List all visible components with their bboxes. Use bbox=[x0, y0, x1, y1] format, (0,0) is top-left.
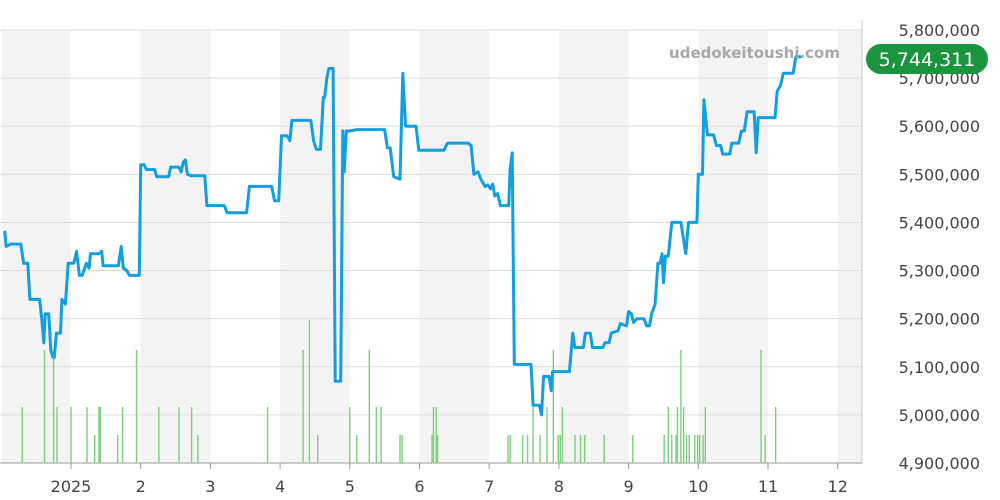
month-bands bbox=[1, 30, 862, 463]
y-tick-label: 5,000,000 bbox=[899, 406, 980, 425]
month-band bbox=[558, 30, 629, 463]
y-tick-label: 5,600,000 bbox=[899, 117, 980, 136]
x-tick-label: 9 bbox=[624, 477, 634, 496]
current-price-badge: 5,744,311 bbox=[866, 44, 988, 74]
x-tick-label: 5 bbox=[345, 477, 355, 496]
current-price-badge-bg bbox=[866, 44, 988, 74]
y-tick-label: 5,300,000 bbox=[899, 262, 980, 281]
x-tick-label: 4 bbox=[275, 477, 285, 496]
month-band bbox=[1, 30, 71, 463]
month-band bbox=[140, 30, 211, 463]
x-axis-tick-labels: 2025 2 3 4 5 6 7 8 9 10 11 12 bbox=[51, 463, 848, 496]
y-tick-label: 5,500,000 bbox=[899, 165, 980, 184]
x-tick-label: 6 bbox=[414, 477, 424, 496]
y-tick-label: 4,900,000 bbox=[899, 454, 980, 473]
current-price-label: 5,744,311 bbox=[879, 49, 976, 71]
grid-lines bbox=[0, 20, 863, 464]
x-tick-label: 3 bbox=[205, 477, 215, 496]
x-tick-label: 12 bbox=[828, 477, 848, 496]
month-band bbox=[837, 30, 862, 463]
y-tick-label: 5,200,000 bbox=[899, 310, 980, 329]
x-tick-label: 2 bbox=[136, 477, 146, 496]
price-line-series bbox=[3, 55, 802, 417]
watermark-text: udedokeitoushi.com bbox=[669, 44, 840, 62]
y-tick-label: 5,100,000 bbox=[899, 358, 980, 377]
x-tick-label: 8 bbox=[554, 477, 564, 496]
volume-bars bbox=[21, 320, 777, 463]
y-tick-label: 5,400,000 bbox=[899, 213, 980, 232]
x-tick-label: 2025 bbox=[51, 477, 92, 496]
x-tick-label: 7 bbox=[484, 477, 494, 496]
y-tick-label: 5,800,000 bbox=[899, 21, 980, 40]
month-band bbox=[698, 30, 768, 463]
x-tick-label: 10 bbox=[688, 477, 708, 496]
y-axis-tick-labels: 4,900,000 5,000,000 5,100,000 5,200,000 5,30… bbox=[899, 21, 980, 473]
month-band bbox=[419, 30, 490, 463]
month-band bbox=[280, 30, 350, 463]
x-tick-label: 11 bbox=[758, 477, 778, 496]
